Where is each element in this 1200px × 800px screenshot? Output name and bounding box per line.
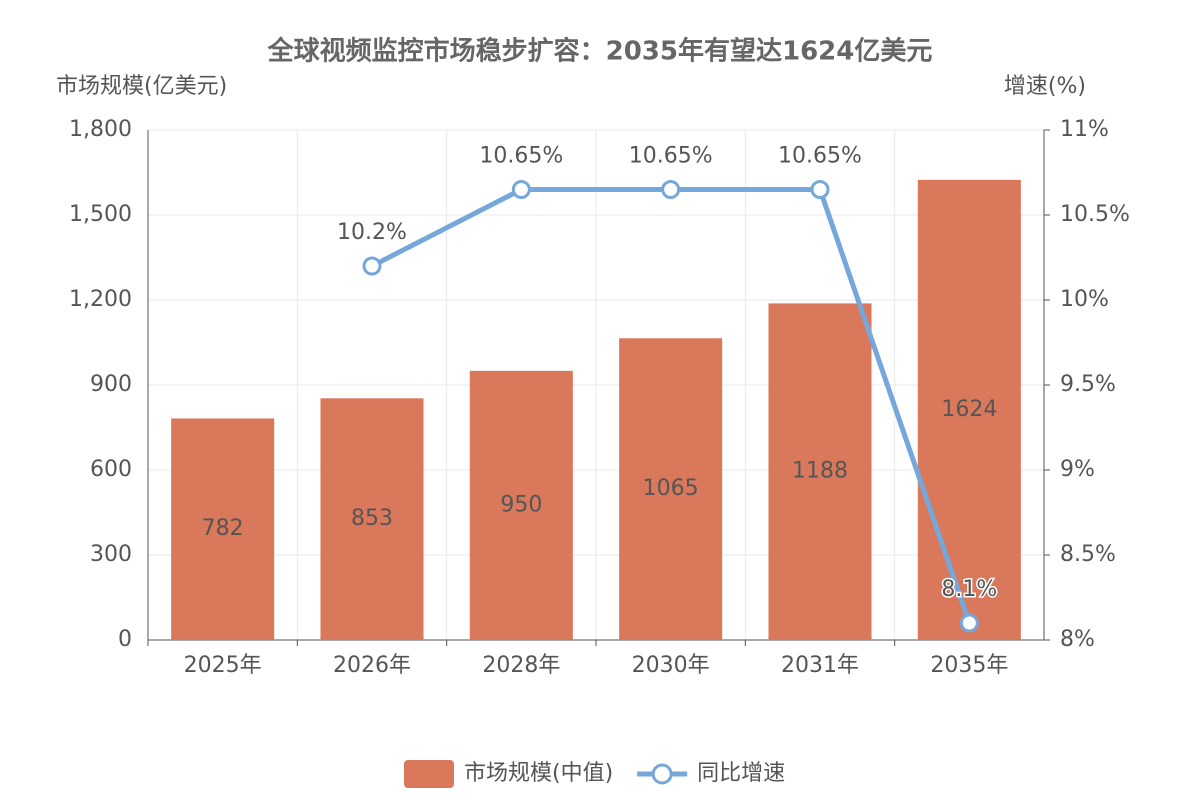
y-axis-title: 市场规模(亿美元) — [56, 74, 227, 99]
x-tick-label: 2035年 — [930, 653, 1008, 678]
line-value-label: 10.65% — [778, 144, 862, 169]
x-tick-label: 2030年 — [632, 653, 710, 678]
y2-tick-label: 10.5% — [1060, 202, 1130, 227]
chart-title: 全球视频监控市场稳步扩容：2035年有望达1624亿美元 — [267, 36, 933, 67]
x-tick-label: 2026年 — [333, 653, 411, 678]
bar-value-label: 1065 — [643, 476, 699, 501]
y-tick-label: 900 — [90, 372, 132, 397]
y-tick-label: 300 — [90, 542, 132, 567]
y2-tick-label: 8% — [1060, 627, 1095, 652]
bar-value-label: 853 — [351, 506, 393, 531]
line-point — [810, 180, 830, 199]
x-tick-label: 2025年 — [184, 653, 262, 678]
line-value-label: 10.65% — [479, 144, 563, 169]
y-tick-label: 1,200 — [69, 287, 132, 312]
line-value-label: 8.1% — [941, 577, 997, 602]
y2-tick-label: 10% — [1060, 287, 1109, 312]
line-value-label: 10.2% — [337, 220, 407, 245]
legend-swatch — [651, 763, 673, 785]
line-value-label: 10.65% — [629, 144, 713, 169]
legend-label: 市场规模(中值) — [464, 761, 613, 786]
y2-tick-label: 9% — [1060, 457, 1095, 482]
bar — [171, 418, 275, 640]
line-point — [959, 613, 979, 633]
bar-value-label: 1188 — [792, 459, 848, 484]
x-tick-label: 2028年 — [482, 653, 560, 678]
y2-tick-label: 9.5% — [1060, 372, 1116, 397]
bar — [768, 303, 872, 640]
line-point — [362, 256, 382, 276]
y-tick-label: 0 — [118, 627, 132, 652]
bar — [469, 370, 573, 640]
bar-value-label: 782 — [202, 516, 244, 541]
bar — [917, 179, 1021, 640]
bar-value-label: 1624 — [941, 397, 997, 422]
y2-tick-label: 11% — [1060, 117, 1109, 142]
y2-axis-title: 增速(%) — [1004, 74, 1086, 99]
y-tick-label: 600 — [90, 457, 132, 482]
bar — [619, 338, 723, 640]
legend-swatch — [404, 760, 454, 788]
bar-value-label: 950 — [500, 492, 542, 517]
y2-tick-label: 8.5% — [1060, 542, 1116, 567]
legend-label: 同比增速 — [697, 761, 785, 786]
line-point — [661, 180, 681, 199]
bar — [320, 398, 424, 640]
line-point — [511, 180, 531, 199]
y-tick-label: 1,800 — [69, 117, 132, 142]
x-tick-label: 2031年 — [781, 653, 859, 678]
y-tick-label: 1,500 — [69, 202, 132, 227]
